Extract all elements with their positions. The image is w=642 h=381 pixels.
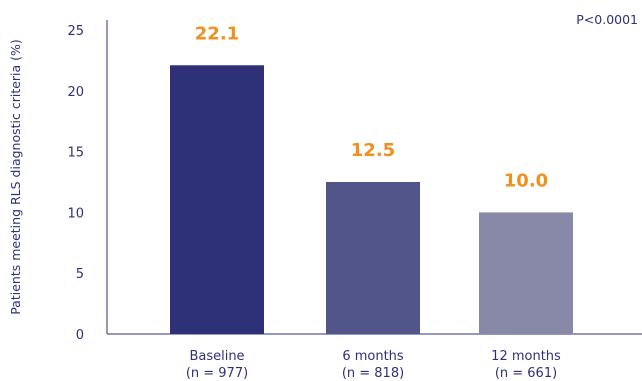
y-tick-label: 5: [76, 267, 84, 282]
category-label: Baseline: [189, 349, 244, 364]
y-tick-label: 0: [76, 328, 84, 343]
y-tick-label: 10: [67, 206, 84, 221]
value-labels: 22.1 12.5 10.0: [195, 23, 548, 191]
category-sample-size: (n = 977): [186, 366, 248, 381]
y-tick-labels: 0 5 10 15 20 25: [67, 24, 84, 343]
category-sample-size: (n = 661): [495, 366, 557, 381]
bar: [170, 65, 264, 334]
category-labels: Baseline (n = 977) 6 months (n = 818) 12 mon…: [186, 349, 561, 381]
value-label: 12.5: [351, 140, 395, 161]
bar: [479, 212, 573, 334]
y-tick-label: 15: [67, 146, 84, 161]
value-label: 22.1: [195, 23, 239, 44]
y-axis-label: Patients meeting RLS diagnostic criteria…: [8, 39, 23, 315]
category-sample-size: (n = 818): [342, 366, 404, 381]
p-value-annotation: P<0.0001: [576, 12, 638, 27]
bar: [326, 182, 420, 334]
y-tick-label: 20: [67, 85, 84, 100]
bars: [170, 65, 573, 334]
category-label: 12 months: [491, 349, 561, 364]
value-label: 10.0: [504, 170, 548, 191]
category-label: 6 months: [342, 349, 404, 364]
y-tick-label: 25: [67, 24, 84, 39]
